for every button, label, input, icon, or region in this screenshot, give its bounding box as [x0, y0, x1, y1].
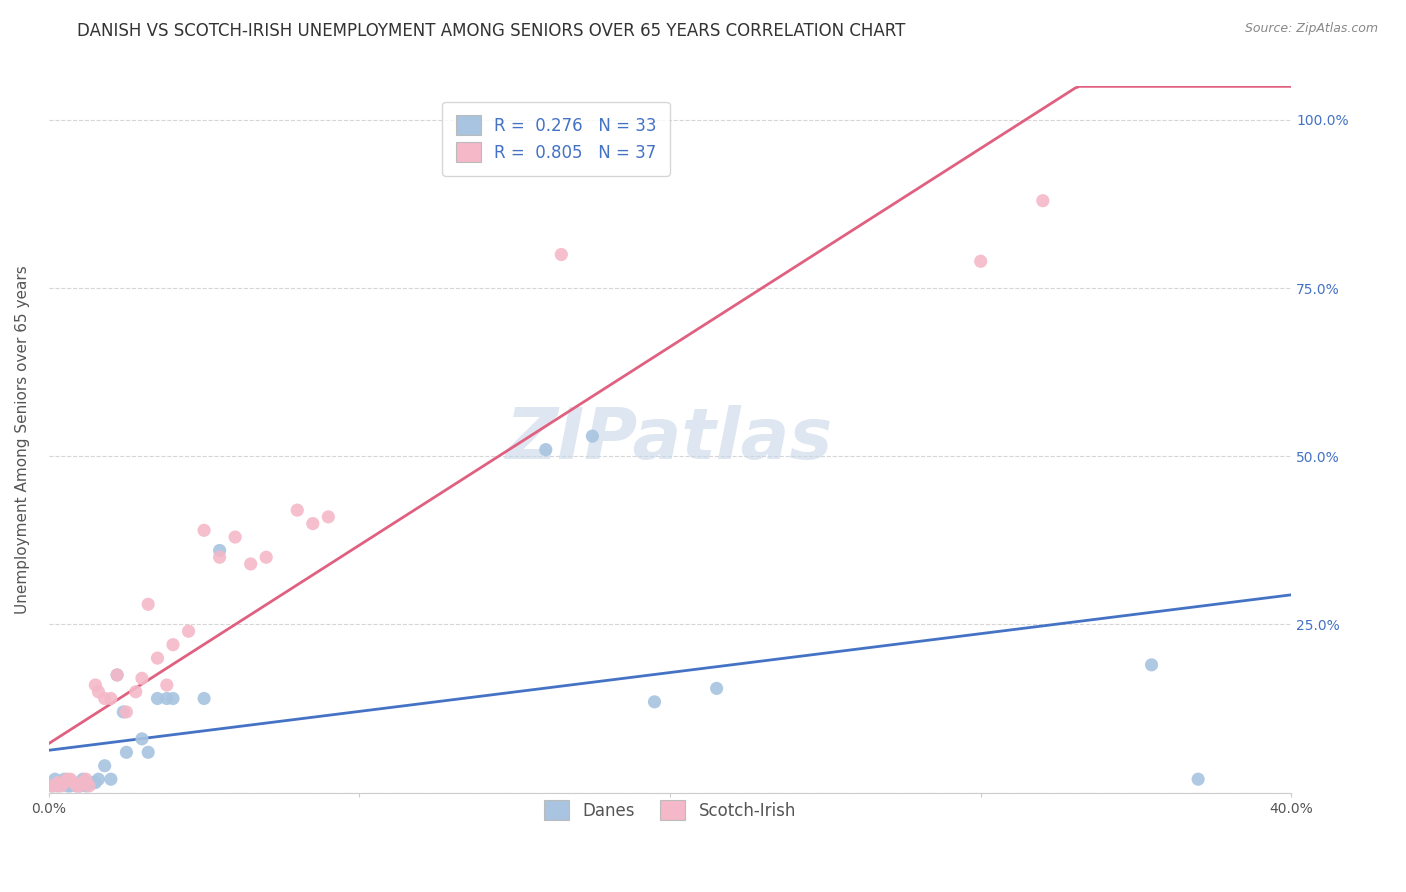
Point: [125, 685, 148, 699]
Point: [318, 509, 340, 524]
Point: [534, 442, 557, 457]
Point: [77, 779, 100, 793]
Point: [301, 516, 323, 531]
Point: [706, 681, 728, 696]
Point: [105, 668, 128, 682]
Point: [56, 779, 79, 793]
Point: [162, 638, 184, 652]
Point: [69, 779, 91, 793]
Point: [115, 745, 138, 759]
Point: [146, 651, 169, 665]
Point: [53, 775, 76, 789]
Point: [136, 597, 159, 611]
Point: [581, 429, 603, 443]
Point: [208, 543, 231, 558]
Point: [72, 772, 94, 787]
Point: [1140, 657, 1163, 672]
Point: [254, 550, 277, 565]
Point: [84, 775, 107, 789]
Point: [46, 779, 69, 793]
Point: [550, 247, 572, 261]
Point: [115, 705, 138, 719]
Point: [75, 779, 97, 793]
Point: [44, 779, 66, 793]
Point: [156, 678, 179, 692]
Point: [131, 731, 153, 746]
Point: [66, 779, 89, 793]
Point: [131, 671, 153, 685]
Point: [239, 557, 262, 571]
Point: [146, 691, 169, 706]
Point: [66, 779, 89, 793]
Point: [105, 668, 128, 682]
Point: [44, 772, 66, 787]
Point: [87, 685, 110, 699]
Point: [93, 691, 115, 706]
Point: [156, 691, 179, 706]
Point: [100, 691, 122, 706]
Point: [59, 779, 82, 793]
Point: [208, 550, 231, 565]
Point: [1187, 772, 1209, 787]
Point: [62, 775, 84, 789]
Point: [87, 772, 110, 787]
Point: [285, 503, 308, 517]
Text: DANISH VS SCOTCH-IRISH UNEMPLOYMENT AMONG SENIORS OVER 65 YEARS CORRELATION CHAR: DANISH VS SCOTCH-IRISH UNEMPLOYMENT AMON…: [77, 22, 905, 40]
Point: [1032, 194, 1054, 208]
Point: [112, 705, 135, 719]
Point: [970, 254, 993, 268]
Y-axis label: Unemployment Among Seniors over 65 years: Unemployment Among Seniors over 65 years: [15, 265, 30, 614]
Point: [82, 775, 104, 789]
Point: [46, 775, 69, 789]
Legend: Danes, Scotch-Irish: Danes, Scotch-Irish: [531, 787, 808, 834]
Point: [193, 524, 215, 538]
Point: [62, 775, 84, 789]
Point: [193, 691, 215, 706]
Point: [136, 745, 159, 759]
Point: [53, 772, 76, 787]
Point: [224, 530, 246, 544]
Point: [41, 779, 63, 793]
Point: [100, 772, 122, 787]
Point: [69, 779, 91, 793]
Point: [56, 772, 79, 787]
Point: [41, 779, 63, 793]
Point: [84, 678, 107, 692]
Point: [177, 624, 200, 639]
Point: [59, 772, 82, 787]
Point: [644, 695, 666, 709]
Point: [162, 691, 184, 706]
Point: [51, 779, 73, 793]
Point: [51, 775, 73, 789]
Text: Source: ZipAtlas.com: Source: ZipAtlas.com: [1244, 22, 1378, 36]
Point: [75, 772, 97, 787]
Text: ZIPatlas: ZIPatlas: [506, 405, 834, 474]
Point: [93, 758, 115, 772]
Point: [72, 775, 94, 789]
